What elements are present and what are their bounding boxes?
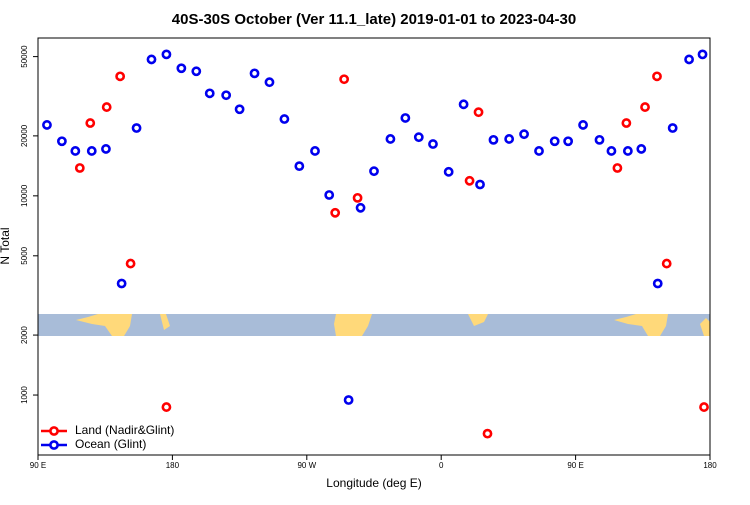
land-shape (334, 314, 372, 336)
data-point (161, 49, 172, 60)
x-tick-label: 180 (703, 461, 717, 470)
data-point (42, 120, 52, 130)
legend-marker (49, 440, 59, 450)
land-shape (614, 314, 668, 336)
plot-frame (37, 37, 711, 456)
ocean-band (38, 314, 710, 336)
data-point (146, 54, 157, 65)
x-tick-label: 90 E (567, 461, 583, 470)
data-point (488, 134, 499, 145)
data-point (661, 258, 672, 269)
x-tick-label: 180 (166, 461, 180, 470)
data-point (324, 190, 335, 200)
data-point (578, 120, 588, 130)
data-point (652, 71, 662, 82)
data-point (234, 104, 245, 115)
data-point (85, 118, 96, 128)
data-point (652, 278, 663, 289)
data-point (640, 102, 650, 112)
legend-label: Ocean (Glint) (75, 437, 146, 451)
data-point (428, 139, 438, 149)
data-point (131, 123, 142, 133)
x-tick-label: 0 (439, 461, 444, 470)
data-point (116, 278, 127, 289)
data-point (56, 136, 67, 147)
y-tick-label: 5000 (20, 246, 29, 264)
data-point (264, 77, 275, 88)
data-point (339, 74, 350, 85)
data-point (161, 402, 172, 412)
data-point (667, 123, 678, 133)
data-point (70, 146, 81, 156)
data-point (204, 88, 215, 99)
data-point (413, 132, 424, 143)
data-point (355, 202, 366, 213)
data-point (534, 146, 544, 156)
data-point (74, 163, 85, 173)
data-point (458, 99, 469, 110)
chart-title: 40S-30S October (Ver 11.1_late) 2019-01-… (172, 11, 576, 28)
data-point (697, 49, 708, 60)
y-tick-label: 10000 (20, 184, 29, 207)
data-point (612, 163, 623, 173)
data-point (101, 144, 111, 154)
data-point (352, 192, 363, 203)
data-point (86, 146, 97, 156)
y-tick-label: 2000 (20, 326, 29, 344)
data-point (221, 90, 232, 101)
data-point (684, 54, 694, 65)
land-shape (468, 314, 488, 326)
data-point (125, 258, 136, 269)
data-point (385, 134, 396, 144)
data-point (519, 129, 529, 140)
data-point (310, 146, 320, 156)
x-tick-label: 90 W (297, 461, 316, 470)
y-tick-label: 50000 (20, 45, 29, 68)
data-point (176, 63, 187, 74)
data-point (294, 161, 305, 172)
data-point (594, 134, 605, 145)
legend-marker (49, 426, 59, 436)
y-tick-label: 20000 (20, 124, 29, 147)
land-shape (160, 314, 170, 330)
data-point (249, 68, 260, 79)
x-axis-label: Longitude (deg E) (326, 476, 421, 490)
land-shape (700, 318, 710, 336)
data-point (400, 113, 411, 123)
data-point (621, 118, 632, 128)
data-point (279, 114, 290, 124)
data-point (699, 402, 709, 412)
y-axis-label: N Total (0, 227, 12, 264)
data-point (549, 136, 560, 147)
data-point (606, 146, 617, 156)
land-shape (76, 314, 132, 336)
data-point (369, 166, 379, 177)
x-tick-label: 90 E (30, 461, 46, 470)
data-point (622, 146, 633, 156)
data-point (443, 166, 454, 177)
data-point (330, 207, 341, 218)
data-point (473, 107, 484, 118)
data-point (504, 134, 515, 144)
legend-label: Land (Nadir&Glint) (75, 423, 174, 437)
data-point (464, 175, 475, 186)
data-point (563, 136, 574, 147)
data-point (482, 428, 493, 439)
data-point (101, 102, 112, 112)
data-point (636, 144, 647, 154)
data-point (191, 66, 202, 77)
data-point (115, 71, 126, 82)
y-tick-label: 1000 (20, 386, 29, 404)
map-band (38, 314, 710, 336)
data-point (343, 395, 354, 405)
data-point (475, 179, 485, 190)
